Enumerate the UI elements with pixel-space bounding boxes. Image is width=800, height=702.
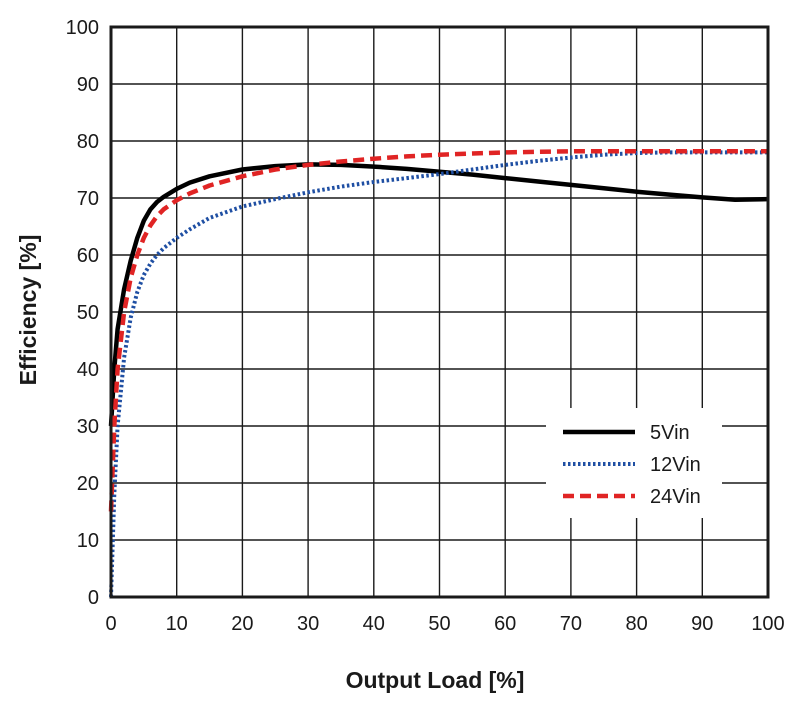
series-line-24vin: [108, 149, 768, 512]
x-tick-label: 80: [625, 613, 647, 635]
y-tick-label: 0: [88, 587, 99, 609]
legend: 5Vin 12Vin 24Vin: [546, 408, 722, 518]
x-tick-labels: 0 10 20 30 40 50 60 70 80 90 100: [105, 613, 784, 635]
x-tick-label: 90: [691, 613, 713, 635]
x-axis-title: Output Load [%]: [346, 667, 525, 693]
x-tick-label: 60: [494, 613, 516, 635]
y-tick-label: 20: [77, 473, 99, 495]
series-lines: [108, 149, 769, 598]
x-tick-label: 70: [560, 613, 582, 635]
y-tick-label: 10: [77, 530, 99, 552]
x-tick-label: 0: [105, 613, 116, 635]
y-tick-label: 40: [77, 359, 99, 381]
y-tick-label: 50: [77, 302, 99, 324]
x-tick-label: 100: [751, 613, 784, 635]
plot-frame: [109, 25, 770, 599]
legend-label: 12Vin: [650, 454, 701, 476]
y-tick-label: 100: [66, 17, 99, 39]
legend-label: 5Vin: [650, 422, 690, 444]
series-line-12vin: [109, 150, 768, 598]
y-tick-label: 70: [77, 188, 99, 210]
x-tick-label: 20: [231, 613, 253, 635]
x-tick-label: 30: [297, 613, 319, 635]
y-tick-label: 60: [77, 245, 99, 267]
y-tick-label: 80: [77, 131, 99, 153]
y-axis-title: Efficiency [%]: [15, 235, 41, 386]
y-tick-label: 30: [77, 416, 99, 438]
x-tick-label: 50: [428, 613, 450, 635]
x-tick-label: 40: [363, 613, 385, 635]
y-tick-labels: 0 10 20 30 40 50 60 70 80 90 100: [66, 17, 99, 609]
x-tick-label: 10: [166, 613, 188, 635]
legend-label: 24Vin: [650, 486, 701, 508]
y-tick-label: 90: [77, 74, 99, 96]
